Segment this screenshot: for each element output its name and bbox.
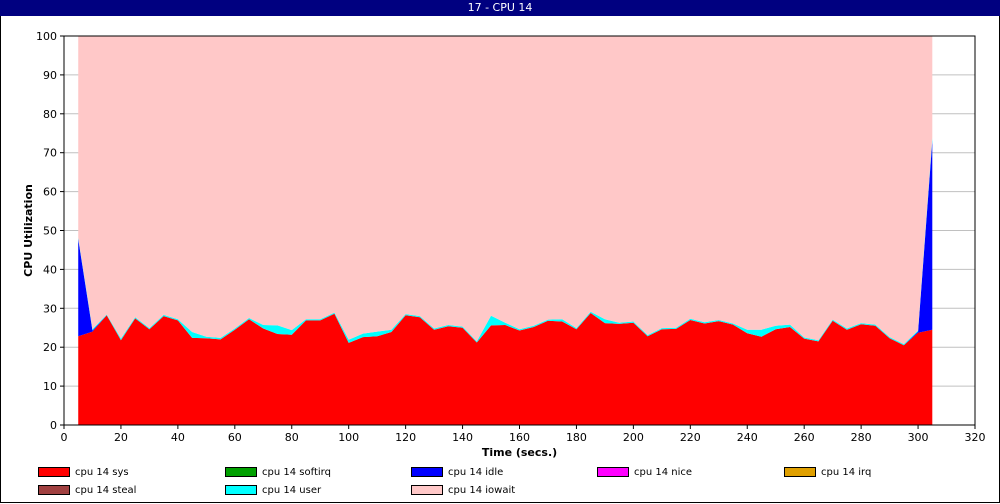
- stacked-areas: [78, 36, 933, 425]
- y-tick-label: 90: [43, 69, 57, 82]
- x-tick-label: 300: [908, 431, 929, 444]
- cpu-utilization-chart: 0 20 40 60 80 100 120 140 160 180 200 220 240 260 280 3…: [22, 30, 986, 459]
- legend-swatch: [784, 467, 816, 477]
- y-axis-ticks: 0 10 20 30 40 50 60 70 80 90 100: [36, 30, 64, 432]
- legend-swatch: [225, 467, 257, 477]
- x-tick-label: 0: [61, 431, 68, 444]
- y-tick-label: 20: [43, 341, 57, 354]
- x-tick-label: 140: [452, 431, 473, 444]
- legend-label: cpu 14 idle: [448, 467, 504, 478]
- x-tick-label: 220: [680, 431, 701, 444]
- legend-label: cpu 14 softirq: [262, 467, 331, 478]
- y-tick-label: 10: [43, 380, 57, 393]
- legend-item: cpu 14 steal: [38, 485, 136, 499]
- legend-label: cpu 14 iowait: [448, 485, 516, 496]
- x-axis-label: Time (secs.): [482, 446, 557, 459]
- legend-item: cpu 14 nice: [597, 467, 692, 481]
- x-tick-label: 240: [737, 431, 758, 444]
- x-tick-label: 20: [114, 431, 128, 444]
- x-tick-label: 120: [395, 431, 416, 444]
- x-tick-label: 160: [509, 431, 530, 444]
- x-tick-label: 40: [171, 431, 185, 444]
- x-tick-label: 260: [794, 431, 815, 444]
- y-tick-label: 70: [43, 147, 57, 160]
- legend-item: cpu 14 iowait: [411, 485, 515, 499]
- legend-item: cpu 14 idle: [411, 467, 503, 481]
- y-tick-label: 30: [43, 302, 57, 315]
- legend-swatch: [411, 485, 443, 495]
- series-area-cpu-14-sys: [78, 312, 933, 425]
- y-tick-label: 50: [43, 225, 57, 238]
- legend-swatch: [38, 467, 70, 477]
- legend-label: cpu 14 user: [262, 485, 322, 496]
- legend-item: cpu 14 softirq: [225, 467, 331, 481]
- y-tick-label: 0: [50, 419, 57, 432]
- x-tick-label: 80: [285, 431, 299, 444]
- series-area-cpu-14-iowait: [78, 36, 933, 345]
- legend-swatch: [38, 485, 70, 495]
- legend-item: cpu 14 user: [225, 485, 321, 499]
- window-title: 17 - CPU 14: [0, 0, 1000, 16]
- legend-swatch: [225, 485, 257, 495]
- legend-swatch: [597, 467, 629, 477]
- y-tick-label: 60: [43, 186, 57, 199]
- legend-label: cpu 14 steal: [75, 485, 137, 496]
- x-tick-label: 100: [338, 431, 359, 444]
- x-tick-label: 280: [851, 431, 872, 444]
- legend-label: cpu 14 nice: [634, 467, 693, 478]
- x-tick-label: 200: [623, 431, 644, 444]
- legend-label: cpu 14 irq: [821, 467, 872, 478]
- y-tick-label: 80: [43, 108, 57, 121]
- x-tick-label: 180: [566, 431, 587, 444]
- x-tick-label: 320: [965, 431, 986, 444]
- legend-item: cpu 14 sys: [38, 467, 129, 481]
- y-tick-label: 40: [43, 263, 57, 276]
- x-tick-label: 60: [228, 431, 242, 444]
- chart-legend: cpu 14 sys cpu 14 softirq cpu 14 idle cpu 1…: [0, 464, 1000, 504]
- x-axis-ticks: 0 20 40 60 80 100 120 140 160 180 200 220 240 260 280 3…: [61, 425, 986, 444]
- legend-swatch: [411, 467, 443, 477]
- legend-label: cpu 14 sys: [75, 467, 129, 478]
- legend-item: cpu 14 irq: [784, 467, 871, 481]
- y-axis-label: CPU Utilization: [22, 184, 35, 277]
- y-tick-label: 100: [36, 30, 57, 43]
